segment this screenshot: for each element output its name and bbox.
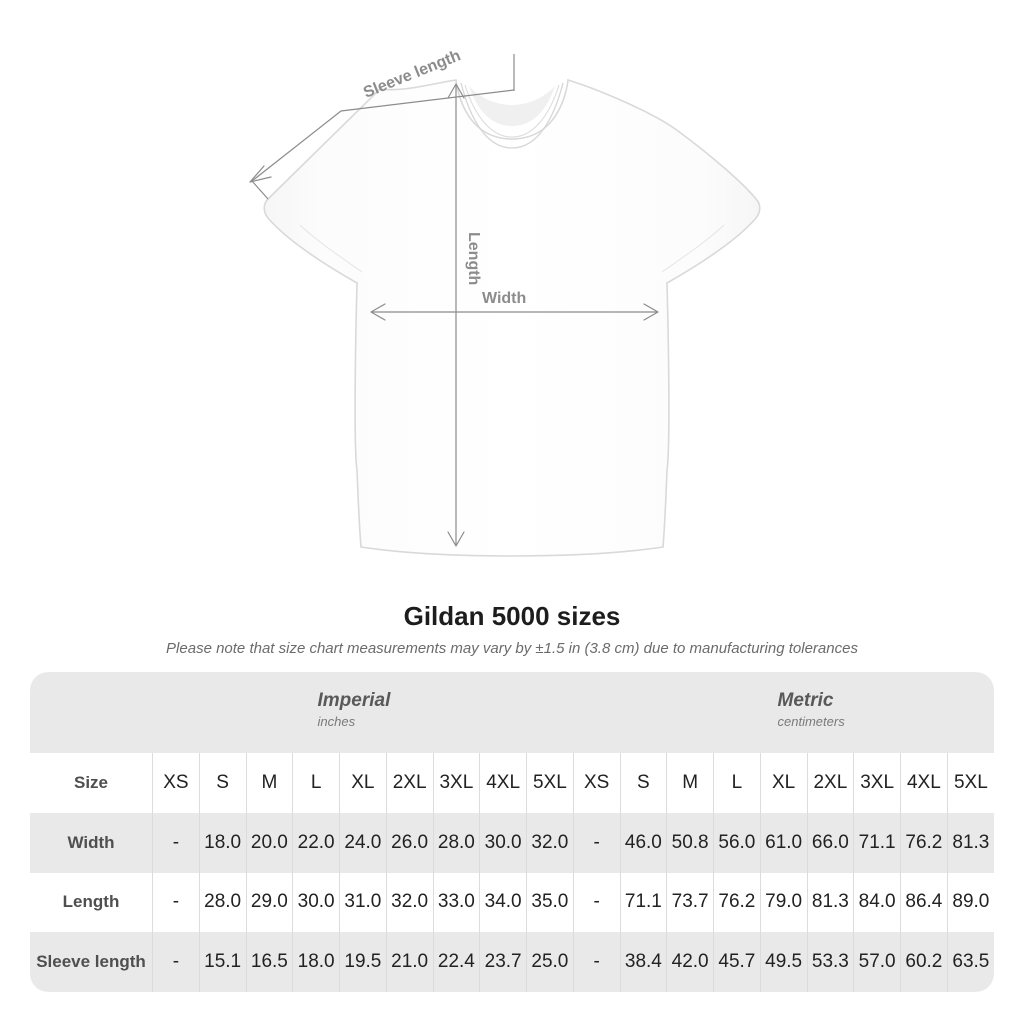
svg-text:Width: Width bbox=[482, 290, 526, 307]
svg-text:Length: Length bbox=[465, 232, 482, 285]
